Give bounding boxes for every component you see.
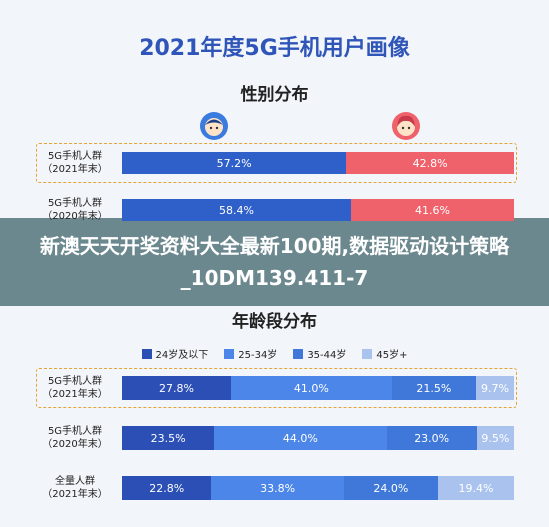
overlay-banner: 新澳天天开奖资料大全最新100期,数据驱动设计策略_10DM139.411-7	[0, 218, 549, 306]
bar-value-label: 58.4%	[218, 203, 254, 217]
bar-segment: 23.5%	[122, 426, 215, 450]
bar-value-label: 9.5%	[481, 431, 510, 445]
category-label-line: （2020年末）	[42, 211, 108, 222]
bar-segment: 41.6%	[350, 199, 514, 221]
category-label: 5G手机人群 （2021年末）	[30, 375, 120, 401]
bar-segment: 27.8%	[122, 376, 231, 400]
legend-swatch	[224, 348, 235, 359]
category-label: 全量人群 （2021年末）	[30, 475, 120, 501]
bar-value-label: 9.7%	[481, 381, 509, 395]
bar-segment: 22.8%	[122, 476, 212, 500]
category-label: 5G手机人群 （2020年末）	[30, 425, 120, 451]
legend-item: 45岁+	[362, 346, 407, 361]
legend-label: 24岁及以下	[155, 350, 209, 361]
bar-value-label: 21.5%	[416, 381, 452, 395]
bar-value-label: 42.8%	[412, 156, 448, 170]
age-section-title: 年龄段分布	[232, 312, 317, 332]
legend-item: 24岁及以下	[141, 346, 209, 361]
category-label-line: 5G手机人群	[47, 151, 103, 162]
legend-swatch	[362, 348, 373, 359]
category-label-line: 5G手机人群	[47, 426, 103, 437]
legend-label: 35-44岁	[307, 350, 347, 361]
bar-value-label: 41.0%	[293, 381, 329, 395]
bar-value-label: 27.8%	[159, 381, 194, 395]
category-label-line: （2020年末）	[42, 439, 108, 450]
bar-value-label: 23.0%	[414, 431, 450, 445]
bar-segment: 41.0%	[230, 376, 392, 400]
legend-item: 35-44岁	[293, 346, 346, 361]
highlight-box-age-2021	[36, 368, 517, 408]
category-label-line: 全量人群	[55, 476, 95, 487]
legend-swatch	[141, 348, 152, 359]
gender-section-title: 性别分布	[240, 85, 309, 105]
bar-value-label: 22.8%	[149, 481, 185, 495]
category-label: 5G手机人群 （2020年末）	[30, 197, 120, 223]
category-label: 5G手机人群 （2021年末）	[30, 150, 120, 176]
bar-segment: 23.0%	[386, 426, 477, 450]
bar-value-label: 33.8%	[260, 481, 296, 495]
legend-label: 25-34岁	[238, 350, 278, 361]
category-label-line: （2021年末）	[42, 489, 108, 500]
bar-value-label: 57.2%	[216, 156, 252, 170]
bar-segment: 9.7%	[475, 376, 514, 400]
bar-segment: 19.4%	[437, 476, 514, 500]
bar-segment: 57.2%	[122, 152, 347, 174]
bar-value-label: 23.5%	[150, 431, 186, 445]
bar-segment: 58.4%	[122, 199, 351, 221]
bar-segment: 21.5%	[391, 376, 476, 400]
bar-segment: 44.0%	[214, 426, 387, 450]
category-label-line: 5G手机人群	[47, 376, 103, 387]
age-legend: 24岁及以下 25-34岁 35-44岁 45岁+	[0, 346, 549, 361]
highlight-box-gender-2021	[36, 143, 517, 183]
category-label-line: 5G手机人群	[47, 198, 103, 209]
chart-title: 2021年度5G手机用户画像	[139, 36, 410, 61]
bar-segment: 24.0%	[343, 476, 438, 500]
legend-label: 45岁+	[376, 350, 408, 361]
female-avatar-icon	[392, 112, 420, 140]
bar-value-label: 41.6%	[414, 203, 450, 217]
legend-swatch	[293, 348, 304, 359]
overlay-text: 新澳天天开奖资料大全最新100期,数据驱动设计策略_10DM139.411-7	[39, 234, 510, 290]
category-label-line: （2021年末）	[42, 389, 108, 400]
bar-segment: 9.5%	[476, 426, 514, 450]
legend-item: 25-34岁	[224, 346, 277, 361]
bar-value-label: 24.0%	[373, 481, 409, 495]
bar-value-label: 44.0%	[282, 431, 318, 445]
bar-segment: 42.8%	[346, 152, 514, 174]
bar-segment: 33.8%	[211, 476, 344, 500]
male-avatar-icon	[200, 112, 228, 140]
bar-value-label: 19.4%	[458, 481, 494, 495]
category-label-line: （2021年末）	[42, 164, 108, 175]
